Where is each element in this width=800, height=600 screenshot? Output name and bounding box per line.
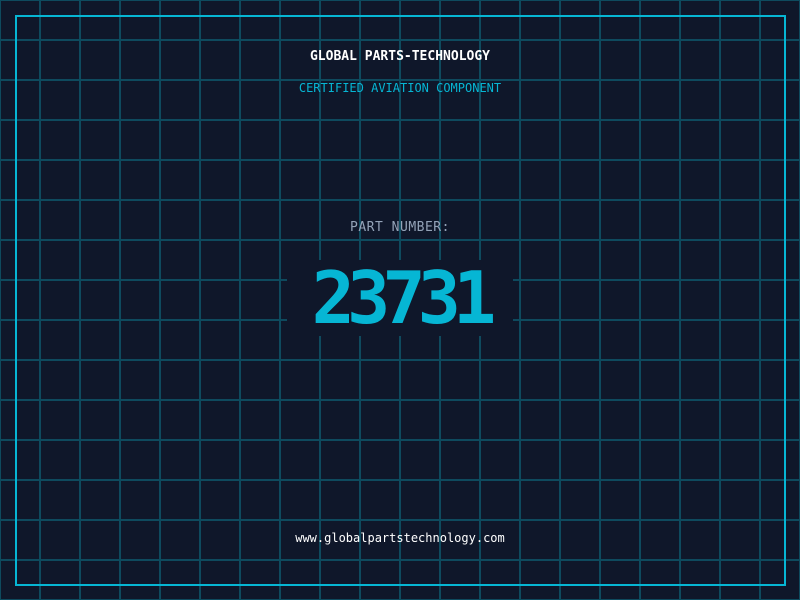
subtitle: CERTIFIED AVIATION COMPONENT — [298, 81, 502, 95]
company-name: GLOBAL PARTS-TECHNOLOGY — [309, 49, 490, 64]
part-number-box: 23731 — [287, 256, 513, 340]
part-number-value: 23731 — [311, 256, 497, 340]
border-frame — [15, 15, 786, 586]
part-number-label: PART NUMBER: — [350, 220, 450, 235]
website-url: www.globalpartstechnology.com — [295, 531, 505, 545]
